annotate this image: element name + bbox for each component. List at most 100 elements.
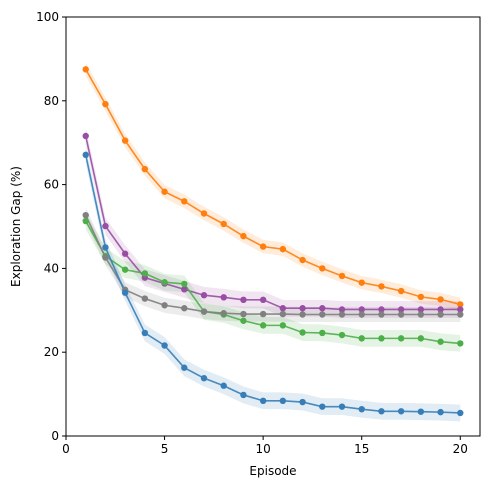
series-1-point [141,165,149,173]
series-4-point [82,211,89,219]
series-3-point [417,335,425,342]
series-3-point [161,279,168,286]
confidence-bands [85,62,461,422]
series-2-point [240,296,247,304]
y-axis-label: Exploration Gap (%) [9,166,23,287]
series-2-line [84,135,461,311]
series-5-point [200,374,208,382]
series-5-point [181,364,188,371]
series-1-point [457,301,464,308]
series-2-point [82,132,89,140]
series-3-point [121,266,129,273]
series-5-point [220,382,227,389]
x-tick-label: 10 [256,442,271,456]
series-5-band [85,146,461,422]
series-4-point [240,310,247,318]
series-1-point [397,287,405,295]
y-tick-label: 0 [51,429,59,443]
series-5-point [240,391,247,399]
series-2-point [338,306,346,313]
series-5-point [378,408,385,415]
series-2-point [259,296,267,304]
y-tick-label: 60 [44,178,59,192]
series-5-point [397,408,405,415]
x-tick-label: 5 [161,442,169,456]
series-5-point [358,405,365,413]
series-2-point [181,286,188,293]
series-3-point [141,270,149,277]
series-4-point [378,311,385,318]
x-tick-label: 0 [62,442,70,456]
series-1-point [378,283,385,290]
series-5-point [102,244,109,251]
series-2-point [279,305,287,312]
series-5-point [417,408,425,415]
series-1-point [358,279,365,286]
series-5-point [82,151,89,159]
series-2-point [378,306,385,313]
series-4-point [338,311,346,318]
series-4-point [279,310,287,318]
series-5-point [338,403,346,410]
series-3-point [338,331,346,339]
series-2-point [397,306,405,313]
plot-frame [65,16,481,437]
series-1-point [200,210,208,217]
series-5-point [437,408,444,416]
series-3-point [358,335,365,342]
series-5-point [319,403,326,410]
series-3-point [397,335,405,342]
series-points [82,66,464,417]
series-4-point [259,310,267,318]
series-4-point [161,302,168,309]
series-2-point [457,306,464,313]
series-5-point [141,329,149,337]
x-axis-ticks: 0 5 10 15 20 [62,436,468,456]
series-1-point [121,137,129,144]
series-1-point [181,198,188,205]
series-1-point [240,232,247,240]
series-1-line [85,68,461,306]
series-lines [84,68,461,414]
series-4-point [200,308,208,315]
series-2-point [417,306,425,313]
x-axis-label: Episode [249,464,296,478]
series-1-point [417,293,425,301]
series-3-point [437,338,444,345]
series-4-point [141,295,149,302]
series-4-point [397,311,405,318]
series-4-point [358,311,365,318]
series-5-line [84,154,461,414]
series-3-point [259,322,267,329]
series-2-point [220,294,227,301]
series-4-point [220,310,227,317]
y-tick-label: 20 [44,345,59,359]
series-3-point [240,317,247,324]
series-3-point [82,217,89,225]
series-2-point [358,306,365,313]
y-tick-label: 100 [36,10,59,24]
series-4-point [417,311,425,318]
y-axis-ticks: 0 20 40 60 80 100 [36,10,66,443]
series-2-point [319,305,326,312]
series-5-point [161,342,168,349]
series-4-point [181,305,188,312]
series-1-point [279,245,287,253]
series-1-point [220,220,227,228]
series-4-point [437,311,444,318]
series-3-point [181,280,188,288]
series-4-point [319,311,326,318]
series-2-point [102,222,109,230]
series-2-point [200,292,208,299]
series-2-point [121,250,129,257]
series-3-line [85,220,461,345]
series-1-point [299,256,306,264]
series-5-point [121,289,129,296]
series-1-point [437,296,444,303]
y-tick-label: 80 [44,94,59,108]
series-2-point [437,306,444,313]
series-3-point [279,322,287,329]
series-3-point [457,340,464,347]
